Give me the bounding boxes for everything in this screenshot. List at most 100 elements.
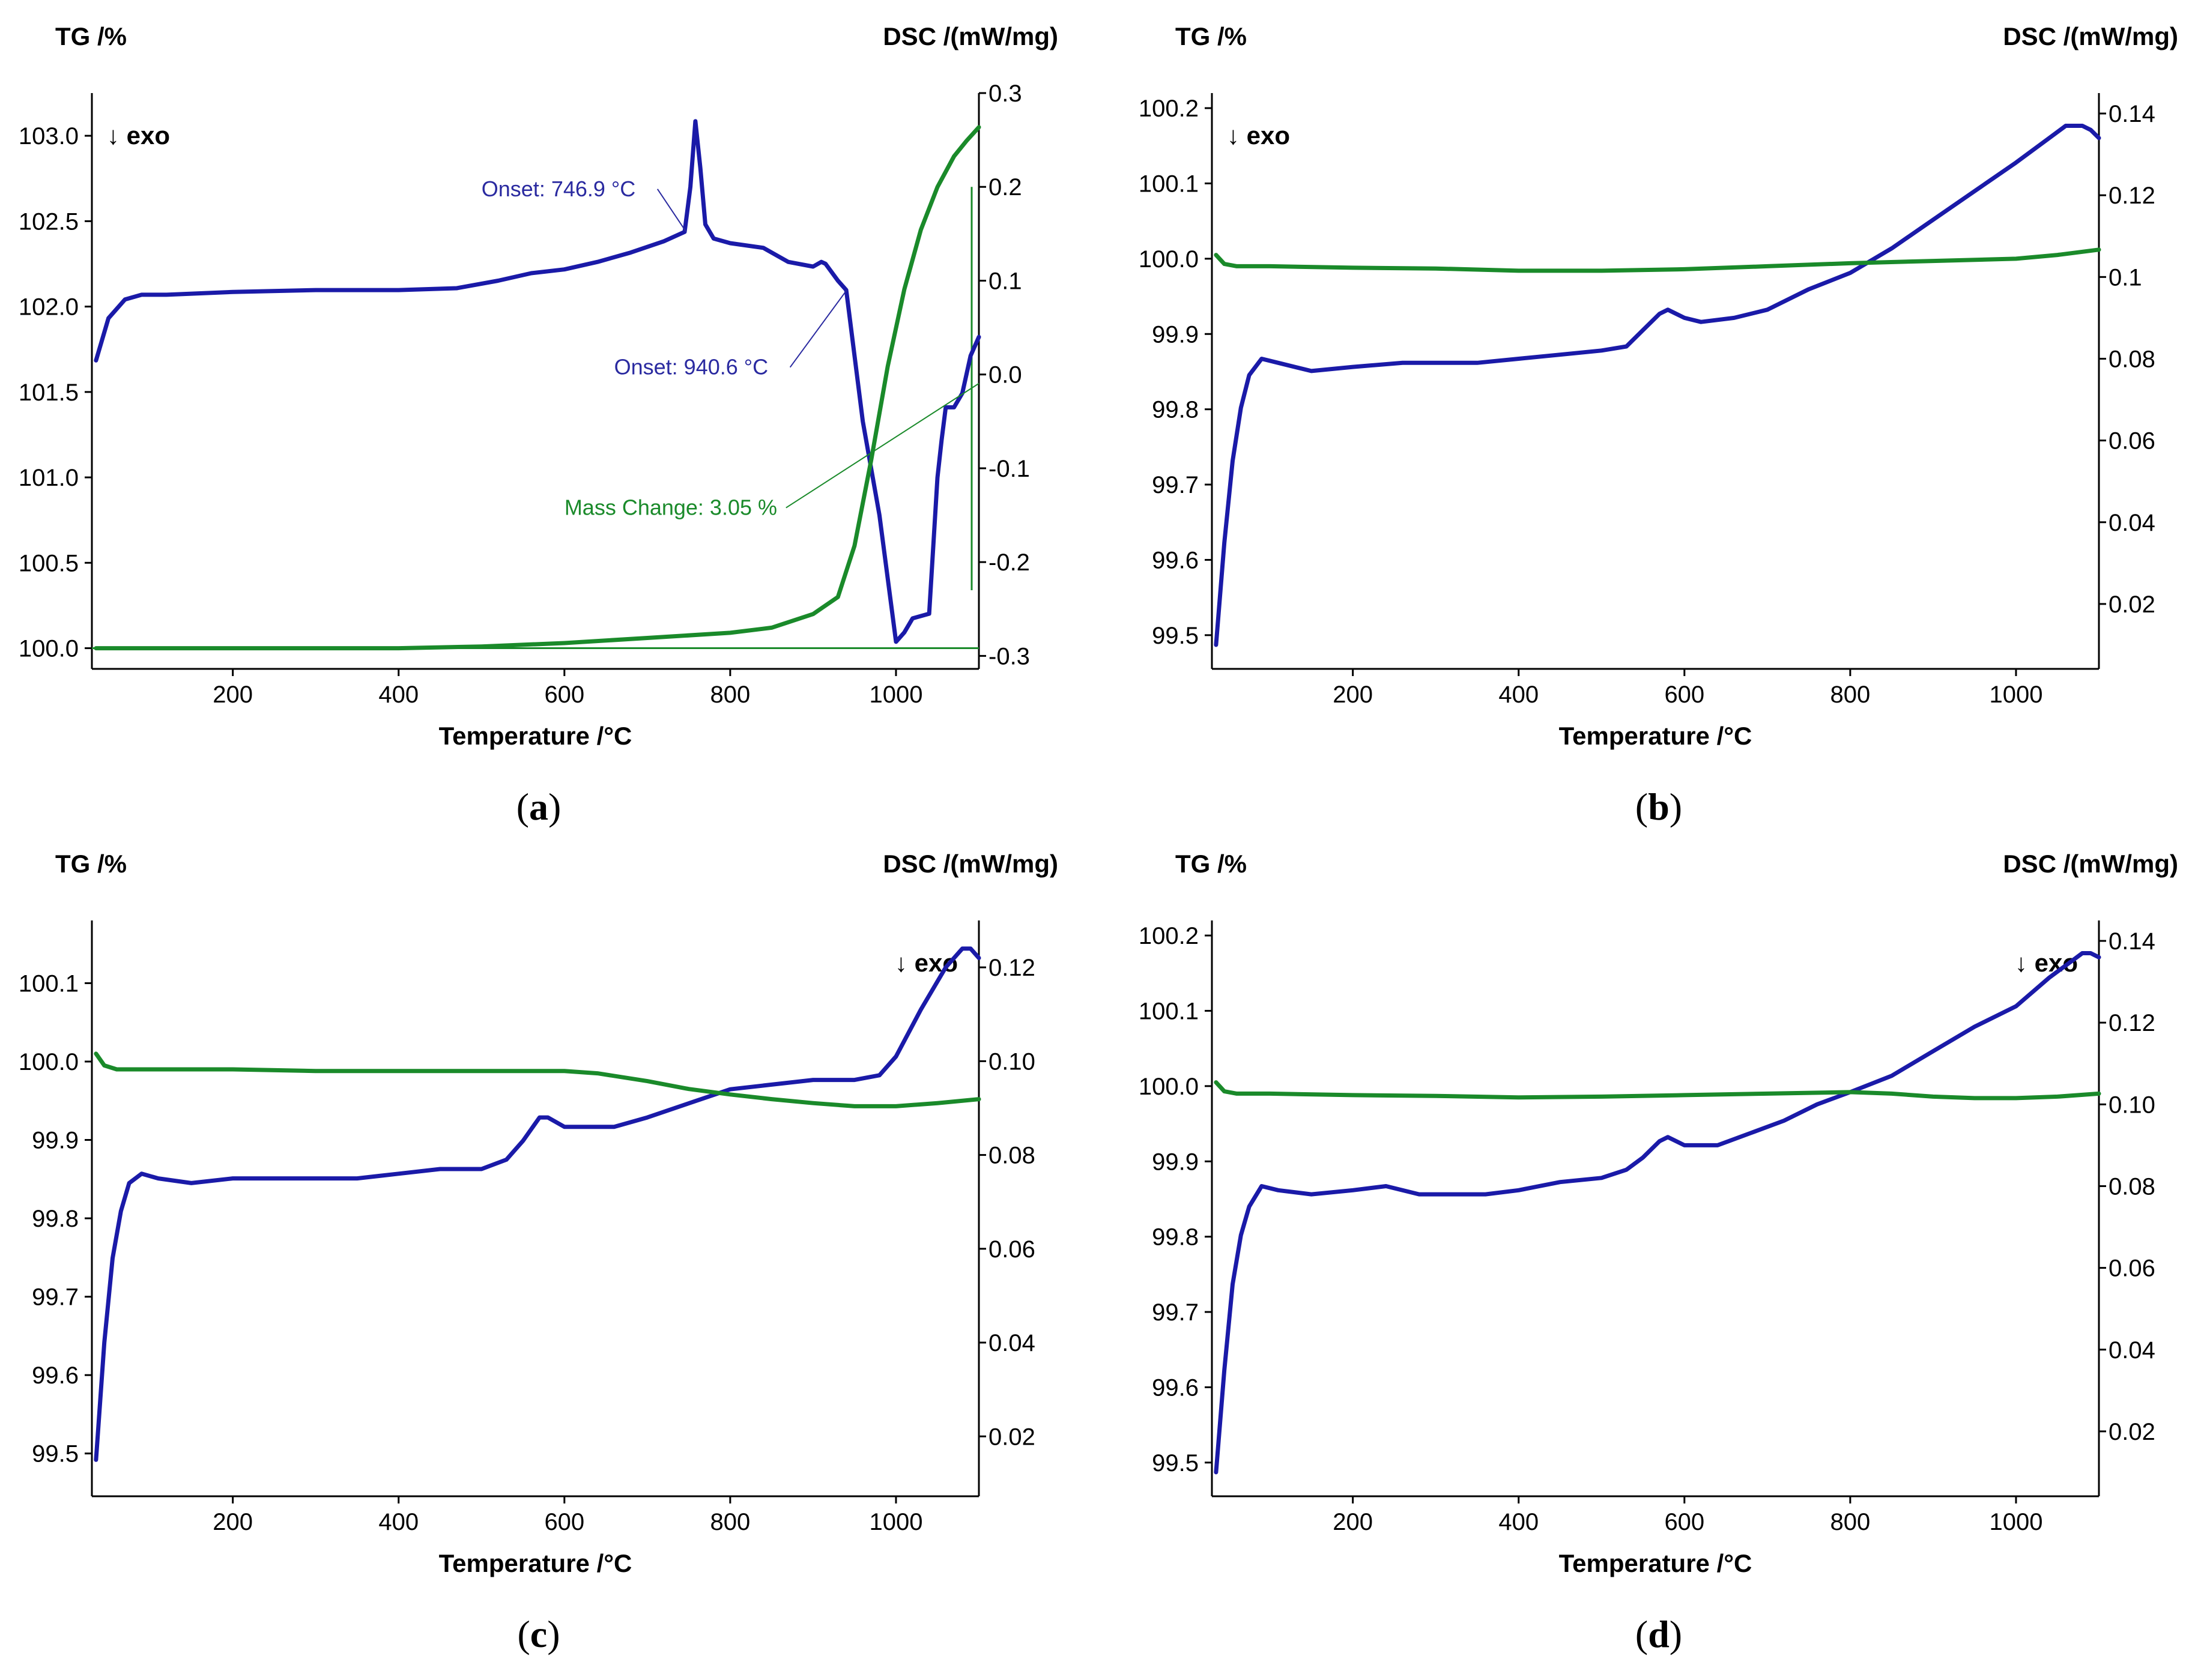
- panel-c-right-tick-label: 0.12: [989, 955, 1035, 981]
- panel-c-x-tick-label: 400: [378, 1509, 419, 1535]
- panel-b-dsc-curve: [1214, 124, 2101, 647]
- panel-d-left-tick-label: 100.1: [1139, 998, 1199, 1024]
- panel-d-x-tick-label: 200: [1333, 1509, 1373, 1535]
- panel-d: TG /% DSC /(mW/mg) 99.5 99.6 99.7 99.8 99.9 100…: [1139, 850, 2178, 1655]
- panel-b-x-tick-label: 1000: [1989, 681, 2042, 708]
- panel-a-x-tick-label: 400: [378, 681, 419, 708]
- panel-b-right-tick-label: 0.06: [2109, 428, 2155, 455]
- panel-b-panel-label: (b): [1635, 785, 1682, 828]
- panel-c-right-tick-label: 0.08: [989, 1143, 1035, 1169]
- panel-d-x-tick-label: 600: [1664, 1509, 1704, 1535]
- panel-c-x-tick-label: 600: [544, 1509, 584, 1535]
- panel-d-left-tick-label: 99.9: [1152, 1149, 1199, 1175]
- panel-a-left-tick-label: 102.5: [19, 208, 79, 235]
- panel-a-right-tick-label: 0.2: [989, 174, 1022, 201]
- panel-a-right-tick-label: 0.1: [989, 268, 1022, 294]
- panel-c-left-tick-label: 99.8: [32, 1206, 79, 1232]
- panel-c-panel-label: (c): [517, 1613, 560, 1655]
- panel-b-right-tick-label: 0.04: [2109, 510, 2155, 536]
- panel-a-right-tick-label: 0.3: [989, 80, 1022, 107]
- panel-d-left-tick-label: 100.2: [1139, 923, 1199, 949]
- panel-b-left-tick-label: 99.9: [1152, 321, 1199, 348]
- panel-d-dsc-axis-title: DSC /(mW/mg): [2003, 850, 2178, 878]
- panel-a-exo-marker: ↓ exo: [107, 121, 170, 150]
- panel-d-x-axis-label: Temperature /°C: [1559, 1549, 1752, 1577]
- panel-c-dsc-axis-title: DSC /(mW/mg): [883, 850, 1058, 878]
- panel-a-x-tick-label: 600: [544, 681, 584, 708]
- panel-d-right-tick-label: 0.06: [2109, 1255, 2155, 1282]
- panel-a-right-tick-label: -0.1: [989, 456, 1030, 482]
- panel-a-x-axis-label: Temperature /°C: [439, 722, 632, 750]
- panel-d-left-tick-label: 100.0: [1139, 1074, 1199, 1100]
- panel-b-left-tick-label: 99.6: [1152, 547, 1199, 573]
- panel-a-annotation-label: Mass Change: 3.05 %: [565, 495, 777, 520]
- panel-d-left-tick-label: 99.6: [1152, 1374, 1199, 1401]
- panel-a-left-tick-label: 102.0: [19, 294, 79, 321]
- panel-a-right-tick-label: -0.3: [989, 643, 1030, 669]
- panel-d-x-tick-label: 1000: [1989, 1509, 2042, 1535]
- panel-d-tg-axis-title: TG /%: [1175, 850, 1247, 878]
- panel-d-left-tick-label: 99.8: [1152, 1224, 1199, 1251]
- panel-b-x-tick-label: 800: [1830, 681, 1871, 708]
- panel-a-left-tick-label: 101.5: [19, 379, 79, 406]
- panel-b-dsc-axis-title: DSC /(mW/mg): [2003, 22, 2178, 50]
- panel-b-x-tick-label: 600: [1664, 681, 1704, 708]
- panel-b-right-tick-label: 0.02: [2109, 591, 2155, 618]
- panel-d-right-tick-label: 0.04: [2109, 1337, 2155, 1364]
- panel-a-dsc-curve: [94, 119, 981, 644]
- panel-d-x-tick-label: 400: [1498, 1509, 1539, 1535]
- panel-c-left-tick-label: 99.7: [32, 1284, 79, 1311]
- panel-a-x-tick-label: 1000: [869, 681, 922, 708]
- panel-b-right-tick-label: 0.1: [2109, 264, 2142, 291]
- panel-b-left-tick-label: 99.5: [1152, 623, 1199, 649]
- panel-c-left-tick-label: 100.0: [19, 1049, 79, 1075]
- panel-b-x-tick-label: 400: [1498, 681, 1539, 708]
- panel-a-left-tick-label: 100.5: [19, 550, 79, 576]
- panel-d-right-tick-label: 0.08: [2109, 1173, 2155, 1200]
- panel-c: TG /% DSC /(mW/mg) 99.5 99.6 99.7 99.8 99.9 100…: [19, 850, 1058, 1655]
- panel-c-x-tick-label: 800: [710, 1509, 751, 1535]
- panel-c-left-tick-label: 100.1: [19, 970, 79, 997]
- panel-a-panel-label: (a): [516, 785, 562, 828]
- panel-a-left-tick-label: 101.0: [19, 465, 79, 491]
- panel-a-left-tick-label: 103.0: [19, 123, 79, 150]
- panel-c-left-tick-label: 99.6: [32, 1362, 79, 1389]
- panel-c-tg-curve: [94, 1051, 981, 1108]
- panel-d-left-tick-label: 99.5: [1152, 1450, 1199, 1476]
- panel-b-x-axis-label: Temperature /°C: [1559, 722, 1752, 750]
- panel-a-annotation-leader: [656, 189, 687, 232]
- panel-d-right-tick-label: 0.10: [2109, 1092, 2155, 1118]
- panel-b: TG /% DSC /(mW/mg) 99.5 99.6 99.7 99.8 99.9 100…: [1139, 22, 2178, 828]
- panel-a-tg-axis-title: TG /%: [55, 22, 127, 50]
- panel-a-annotation-leader: [789, 289, 847, 368]
- panel-a-right-tick-label: 0.0: [989, 362, 1022, 388]
- panel-a-left-tick-label: 100.0: [19, 636, 79, 662]
- panel-b-tg-curve: [1214, 247, 2101, 273]
- panel-a-annotation-leader: [786, 382, 979, 509]
- panel-d-panel-label: (d): [1635, 1613, 1682, 1655]
- panel-c-left-tick-label: 99.5: [32, 1441, 79, 1467]
- panel-c-right-tick-label: 0.02: [989, 1424, 1035, 1450]
- panel-d-right-tick-label: 0.14: [2109, 928, 2155, 955]
- panel-b-right-tick-label: 0.14: [2109, 101, 2155, 127]
- panel-d-right-tick-label: 0.02: [2109, 1419, 2155, 1445]
- panel-a-x-tick-label: 200: [213, 681, 253, 708]
- panel-a-dsc-axis-title: DSC /(mW/mg): [883, 22, 1058, 50]
- panel-a-right-tick-label: -0.2: [989, 549, 1030, 576]
- panel-b-x-tick-label: 200: [1333, 681, 1373, 708]
- panel-c-right-tick-label: 0.10: [989, 1048, 1035, 1075]
- panel-b-right-tick-label: 0.12: [2109, 183, 2155, 209]
- panel-d-left-tick-label: 99.7: [1152, 1299, 1199, 1326]
- panel-b-left-tick-label: 99.7: [1152, 472, 1199, 498]
- panel-c-x-tick-label: 200: [213, 1509, 253, 1535]
- panel-c-x-axis-label: Temperature /°C: [439, 1549, 632, 1577]
- panel-c-x-tick-label: 1000: [869, 1509, 922, 1535]
- panel-b-tg-axis-title: TG /%: [1175, 22, 1247, 50]
- panel-b-exo-marker: ↓ exo: [1227, 121, 1290, 150]
- panel-b-left-tick-label: 99.8: [1152, 397, 1199, 423]
- panels-layer: TG /% DSC /(mW/mg) 100.0 100.5 101.0 101.5 102…: [19, 22, 2178, 1655]
- panel-b-left-tick-label: 100.0: [1139, 246, 1199, 273]
- panel-b-left-tick-label: 100.2: [1139, 95, 1199, 122]
- panel-c-right-tick-label: 0.06: [989, 1236, 1035, 1263]
